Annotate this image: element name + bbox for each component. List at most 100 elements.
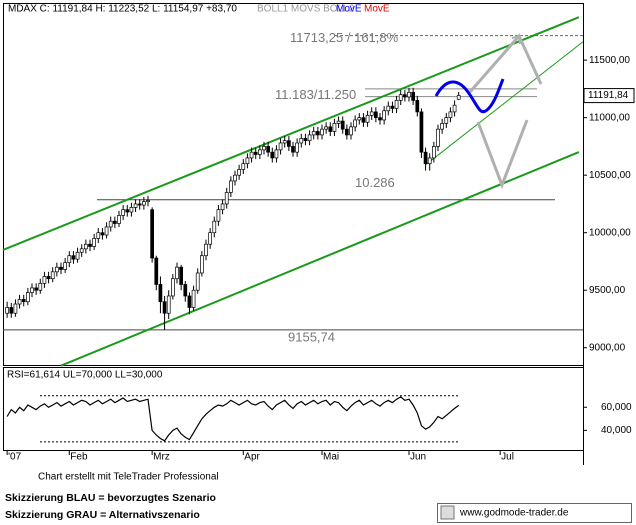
candle-body — [320, 128, 324, 136]
ma2-legend: MovE — [364, 4, 390, 15]
candle-body — [423, 151, 428, 165]
candle-body — [332, 123, 337, 132]
level-label: 10.286 — [355, 175, 395, 190]
candle-body — [403, 94, 407, 98]
level-label: 9155,74 — [288, 329, 335, 344]
site-link[interactable]: www.godmode-trader.de — [459, 508, 569, 519]
x-tick-label: '07 — [8, 452, 21, 463]
candle-body — [353, 119, 357, 128]
candle-body — [42, 276, 47, 284]
candle-body — [456, 95, 461, 100]
candle-body — [92, 238, 96, 247]
y-tick-label: 40,000 — [601, 425, 632, 436]
candle-body — [436, 128, 440, 147]
candle-body — [374, 111, 378, 119]
preferred-scenario — [434, 78, 505, 114]
candle-body — [386, 105, 391, 112]
candle-body — [224, 192, 229, 205]
candle-body — [299, 138, 304, 144]
candle-body — [303, 138, 308, 142]
candle-body — [121, 209, 125, 216]
candle-body — [208, 232, 212, 245]
candle-body — [258, 149, 262, 155]
candle-body — [17, 299, 22, 305]
candle-body — [142, 201, 146, 206]
candle-body — [55, 266, 59, 273]
candle-body — [233, 174, 237, 182]
candle-body — [100, 232, 105, 236]
candle-body — [108, 220, 113, 228]
arrowhead — [511, 34, 521, 45]
x-tick-label: Jun — [410, 452, 426, 463]
candle-body — [357, 117, 362, 121]
candle-body — [407, 92, 411, 98]
y-tick-label: 9000,00 — [589, 342, 626, 353]
candle-body — [311, 131, 316, 136]
candle-body — [382, 110, 386, 121]
candle-body — [278, 142, 283, 151]
candle-body — [274, 149, 279, 159]
candle-body — [241, 163, 246, 170]
candle-body — [287, 140, 291, 147]
candle-body — [237, 169, 241, 176]
plot: 11713,25 / 161,8% 11.183/11.250 10.286 9155… — [2, 16, 635, 463]
candle-body — [411, 92, 415, 101]
candle-body — [67, 255, 72, 263]
candle-body — [361, 117, 366, 123]
ma1-legend: MovE — [336, 4, 362, 15]
x-tick-label: Feb — [70, 452, 88, 463]
indicators: BOLL1 MOVS BOLL2 — [257, 4, 355, 15]
last-price-box — [583, 88, 635, 104]
candle-body — [133, 203, 138, 208]
candle-body — [440, 123, 444, 130]
candle-body — [282, 140, 287, 144]
candle-body — [452, 104, 457, 113]
candle-body — [316, 131, 320, 136]
candle-body — [187, 295, 192, 308]
x-tick-label: Mrz — [153, 452, 170, 463]
candle-body — [394, 100, 399, 109]
trend-line — [425, 41, 584, 166]
candle-body — [154, 257, 159, 285]
y-tick-label: 9500,00 — [589, 285, 626, 296]
candle-body — [113, 220, 117, 224]
candle-body — [166, 295, 171, 314]
alt-scenario-down — [476, 119, 529, 190]
y-tick-label: 60,000 — [601, 402, 632, 413]
candle-body — [96, 232, 101, 239]
trend-line — [60, 151, 580, 367]
candle-body — [249, 151, 254, 159]
candle-body — [84, 243, 88, 250]
candle-body — [432, 146, 436, 159]
candle-body — [38, 282, 43, 291]
candle-body — [204, 243, 208, 257]
candle-body — [30, 287, 34, 293]
y-tick-label: 10500,00 — [589, 170, 631, 181]
candle-body — [191, 289, 196, 308]
note-gray: Skizzierung GRAU = Alternativszenario — [5, 509, 200, 521]
quote: MDAX C: 11191,84 H: 11223,52 L: 11154,97… — [8, 4, 237, 15]
candle-body — [444, 117, 449, 124]
candle-body — [365, 115, 370, 123]
candle-body — [195, 272, 200, 291]
candle-body — [336, 120, 341, 124]
candle-body — [415, 100, 420, 113]
last-price-label: 11191,84 — [588, 90, 629, 101]
candle-body — [266, 146, 270, 153]
credit: Chart erstellt mit TeleTrader Profession… — [38, 472, 219, 483]
candle-body — [291, 146, 295, 153]
candle-body — [50, 271, 55, 280]
candle-body — [328, 126, 333, 132]
candle-body — [125, 209, 130, 213]
y-tick-label: 11000,00 — [589, 112, 630, 123]
candle-body — [104, 226, 109, 236]
candle-body — [183, 284, 188, 297]
candle-body — [270, 151, 275, 159]
level-label: 11713,25 / 161,8% — [290, 30, 399, 45]
candle-body — [71, 255, 76, 260]
site-icon — [440, 505, 455, 520]
candle-body — [200, 255, 204, 274]
candle-body — [129, 207, 134, 213]
